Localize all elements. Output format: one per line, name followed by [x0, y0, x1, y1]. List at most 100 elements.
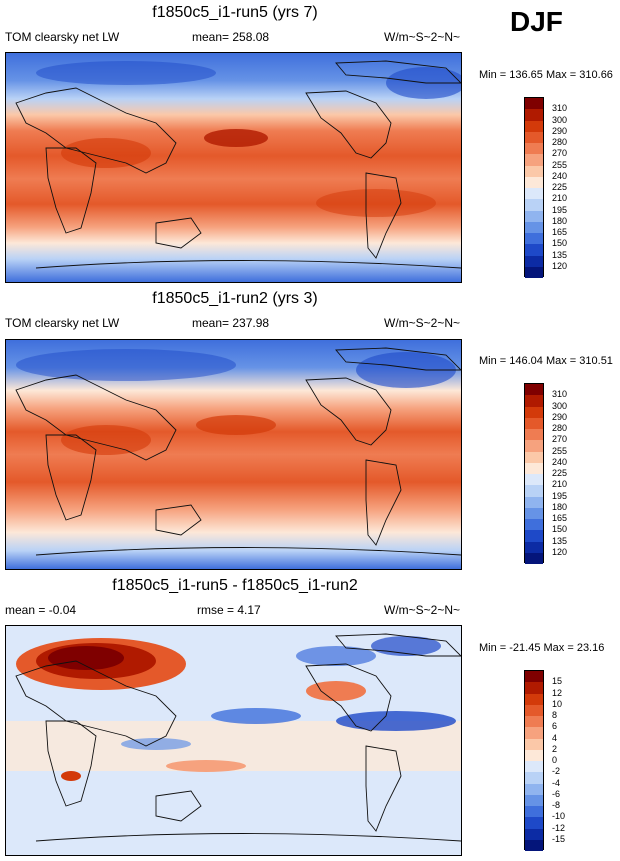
- panel-3-colorbar-bin: [525, 839, 543, 851]
- panel-2-map: [5, 339, 462, 570]
- panel-1-colorbar-tick: 120: [552, 260, 568, 271]
- panel-2-variable-label: TOM clearsky net LW: [5, 316, 120, 330]
- panel-1-colorbar-bin: [525, 120, 543, 132]
- panel-3-colorbar-tick: 12: [552, 687, 563, 698]
- panel-2-colorbar-tick: 240: [552, 456, 568, 467]
- panel-2-colorbar-bin: [525, 485, 543, 497]
- panel-2-map-svg: [6, 340, 461, 569]
- panel-1-colorbar-bin: [525, 165, 543, 177]
- panel-1-colorbar-bin: [525, 233, 543, 245]
- panel-2-colorbar-tick: 280: [552, 423, 568, 433]
- panel-1-colorbar-tick: 290: [552, 125, 568, 136]
- panel-2-colorbar-tick: 310: [552, 389, 568, 400]
- panel-3-units-label: W/m~S~2~N~: [384, 603, 461, 617]
- panel-1-map: [5, 52, 462, 283]
- panel-1-colorbar-bin: [525, 98, 543, 110]
- panel-3-colorbar-tick: -4: [552, 777, 561, 788]
- panel-3-title: f1850c5_i1-run5 - f1850c5_i1-run2: [112, 577, 358, 594]
- panel-2-minmax: Min = 146.04 Max = 310.51: [479, 355, 613, 367]
- panel-1-colorbar-tick: 300: [552, 114, 568, 125]
- panel-2-colorbar-bin: [525, 462, 543, 474]
- panel-3-mean-label: mean = -0.04: [5, 603, 77, 617]
- panel-2-colorbar-bin: [525, 552, 543, 564]
- panel-3-colorbar-bin: [525, 682, 543, 694]
- panel-3-colorbar-tick: 8: [552, 710, 558, 720]
- panel-3-map-svg: [6, 626, 461, 855]
- panel-2-colorbar-tick: 150: [552, 524, 568, 535]
- panel-3-colorbar-bin: [525, 671, 543, 683]
- panel-1-colorbar-bin: [525, 266, 543, 278]
- panel-1-colorbar-tick: 135: [552, 249, 568, 260]
- panel-1-units-label: W/m~S~2~N~: [384, 30, 461, 44]
- panel-2-colorbar-bin: [525, 474, 543, 486]
- panel-1-colorbar-bin: [525, 188, 543, 200]
- panel-1-title: f1850c5_i1-run5 (yrs 7): [152, 4, 318, 21]
- panel-1-colorbar: [524, 97, 544, 278]
- panel-1-colorbar-tick: 270: [552, 148, 568, 159]
- panel-1-colorbar-tick: 280: [552, 137, 568, 147]
- panel-2-colorbar-tick: 165: [552, 513, 568, 523]
- panel-3-colorbar-tick: 2: [552, 743, 558, 754]
- panel-1-colorbar-bin: [525, 143, 543, 155]
- panel-1-colorbar-tick: 310: [552, 103, 568, 114]
- panel-1-map-svg: [6, 53, 461, 282]
- panel-1-colorbar-bin: [525, 244, 543, 256]
- panel-2-colorbar-tick: 225: [552, 468, 568, 478]
- panel-3-minmax: Min = -21.45 Max = 23.16: [479, 642, 605, 654]
- panel-1-colorbar-tick: 240: [552, 170, 568, 181]
- panel-2-colorbar-bin: [525, 417, 543, 429]
- panel-1-colorbar-tick: 255: [552, 159, 568, 170]
- panel-2-colorbar-tick: 255: [552, 445, 568, 456]
- panel-3-colorbar-bin: [525, 704, 543, 716]
- season-label: DJF: [510, 6, 563, 37]
- panel-2-colorbar-bin: [525, 440, 543, 452]
- panel-2-colorbar-tick: 180: [552, 501, 568, 512]
- panel-3-rmse-label: rmse = 4.17: [197, 603, 261, 617]
- panel-3-colorbar-bin: [525, 693, 543, 705]
- panel-1-colorbar-bin: [525, 109, 543, 121]
- panel-3-colorbar-tick: 4: [552, 732, 558, 743]
- panel-1-colorbar-bin: [525, 255, 543, 267]
- panel-1-colorbar-bin: [525, 176, 543, 188]
- panel-1-colorbar-tick: 225: [552, 182, 568, 192]
- panel-2-colorbar-bin: [525, 507, 543, 519]
- panel-2-colorbar-tick: 135: [552, 535, 568, 546]
- panel-1-colorbar-tick: 180: [552, 215, 568, 226]
- panel-3-colorbar-tick: -8: [552, 800, 561, 810]
- panel-3-colorbar-tick: 0: [552, 755, 558, 765]
- panel-3-colorbar-bin: [525, 749, 543, 761]
- panel-1-colorbar-tick: 195: [552, 204, 568, 215]
- panel-2-colorbar-bin: [525, 451, 543, 463]
- panel-2-colorbar-tick: 270: [552, 434, 568, 445]
- panel-1-colorbar-tick: 210: [552, 193, 568, 204]
- panel-2-colorbar-tick: 120: [552, 546, 568, 557]
- panel-1-colorbar-bin: [525, 221, 543, 233]
- panel-1-minmax: Min = 136.65 Max = 310.66: [479, 69, 613, 81]
- panel-2-colorbar: [524, 383, 544, 564]
- panel-2-colorbar-tick: 195: [552, 490, 568, 501]
- panel-1-mean-label: mean= 258.08: [192, 30, 270, 44]
- panel-3-colorbar-tick: -2: [552, 766, 561, 777]
- panel-3-colorbar-tick: -10: [552, 811, 566, 822]
- panel-1-colorbar-bin: [525, 154, 543, 166]
- panel-3-colorbar-tick: -6: [552, 788, 561, 799]
- panel-3-colorbar-bin: [525, 817, 543, 829]
- panel-1-colorbar-bin: [525, 199, 543, 211]
- panel-3-colorbar-bin: [525, 828, 543, 840]
- panel-2-colorbar-bin: [525, 541, 543, 553]
- panel-3-colorbar-bin: [525, 783, 543, 795]
- panel-1-colorbar-tick: 150: [552, 238, 568, 249]
- panel-3-colorbar-bin: [525, 806, 543, 818]
- panel-3-colorbar-bin: [525, 794, 543, 806]
- panel-2-colorbar-bin: [525, 395, 543, 407]
- panel-2-units-label: W/m~S~2~N~: [384, 316, 461, 330]
- panel-3-map: [5, 625, 462, 856]
- panel-3-colorbar-bin: [525, 738, 543, 750]
- panel-2-title: f1850c5_i1-run2 (yrs 3): [152, 290, 318, 307]
- panel-3-colorbar-tick: -12: [552, 822, 566, 833]
- panel-3-colorbar-bin: [525, 761, 543, 773]
- panel-3-colorbar-tick: -15: [552, 833, 566, 844]
- panel-2-colorbar-bin: [525, 496, 543, 508]
- panel-3-colorbar-bin: [525, 716, 543, 728]
- panel-2-colorbar-bin: [525, 406, 543, 418]
